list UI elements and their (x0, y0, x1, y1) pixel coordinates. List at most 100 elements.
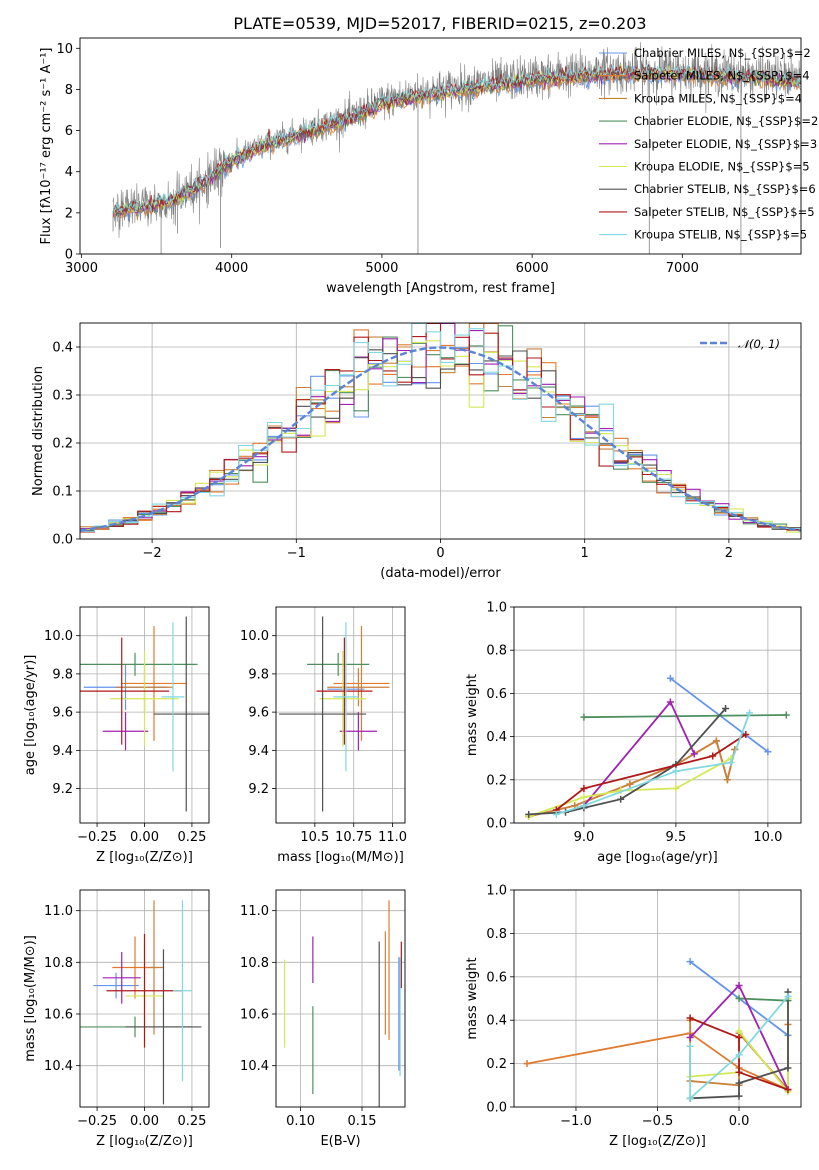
y-tick-label: 9.4 (52, 744, 73, 759)
mass-weight-marker (525, 810, 533, 818)
spectrum-frame (79, 37, 802, 255)
y-tick-label: 11.0 (44, 904, 73, 919)
x-tick-label: 1 (581, 546, 589, 561)
mass-weight-marker (735, 1027, 743, 1035)
mass-weight-marker (782, 711, 790, 719)
y-tick-label: 10 (56, 42, 73, 57)
y-tick-label: 8 (65, 83, 73, 98)
y-tick-label: 10.6 (44, 1008, 73, 1023)
mass-weight-marker (764, 748, 772, 756)
y-tick-label: 0.0 (52, 533, 73, 548)
mass-weight-marker (690, 750, 698, 758)
x-axis-label: Z [log₁₀(Z/Z⊙)] (96, 1134, 193, 1149)
y-axis-label: mass weight (465, 957, 480, 1039)
weight-vs-Z-plot-area (523, 958, 792, 1102)
age-vs-Z-frame (79, 606, 210, 824)
mass-weight-marker (784, 1064, 792, 1072)
x-axis-label: Z [log₁₀(Z/Z⊙)] (609, 1134, 706, 1149)
y-tick-label: 0.1 (52, 485, 73, 500)
legend-entry: Salpeter STELIB, N$_{SSP}$=5 (634, 205, 815, 219)
x-tick-label: −0.5 (642, 1114, 674, 1129)
x-tick-label: 2 (725, 546, 733, 561)
mass-weight-marker (686, 958, 694, 966)
model-spectrum-line (113, 64, 801, 213)
mass-weight-line (583, 714, 787, 719)
age-vs-mass-frame (275, 606, 406, 824)
weight-vs-Z-frame (513, 889, 802, 1108)
mass-weight-marker (686, 1014, 694, 1022)
mass-weight-marker (686, 1094, 694, 1102)
y-axis-label: Normed distribution (31, 366, 46, 496)
mass-weight-marker (672, 767, 680, 775)
x-tick-label: 4000 (215, 261, 248, 276)
y-tick-label: 0.8 (486, 644, 507, 659)
x-axis-label: age [log₁₀(age/yr)] (597, 850, 718, 865)
mass-weight-marker (723, 776, 731, 784)
y-tick-label: 10.0 (240, 629, 269, 644)
y-tick-label: 4 (65, 165, 73, 180)
x-tick-label: 0.10 (286, 1114, 315, 1129)
mass-weight-marker (712, 737, 720, 745)
mass-weight-marker (523, 1060, 531, 1068)
y-tick-label: 0.8 (486, 927, 507, 942)
mass-weight-line (689, 995, 789, 1101)
x-tick-label: 0.25 (177, 830, 206, 845)
y-tick-label: 9.2 (248, 782, 269, 797)
legend-entry: 𝒩(0, 1) (738, 337, 780, 351)
y-tick-label: 10.6 (240, 1008, 269, 1023)
model-spectrum-line (113, 64, 801, 217)
x-tick-label: 9.0 (574, 830, 595, 845)
mass-weight-marker (552, 810, 560, 818)
residuals-frame (79, 322, 802, 540)
y-tick-label: 0.2 (486, 1057, 507, 1072)
y-axis-label: mass weight (465, 674, 480, 756)
x-tick-label: −1 (287, 546, 306, 561)
y-tick-label: 10.8 (240, 956, 269, 971)
mass-weight-marker (784, 1086, 792, 1094)
y-tick-label: 0.3 (52, 389, 73, 404)
y-tick-label: 10.4 (240, 1059, 269, 1074)
legend-entry: Chabrier ELODIE, N$_{SSP}$=2 (634, 114, 818, 128)
x-tick-label: 0.25 (177, 1114, 206, 1129)
x-tick-label: 0.0 (729, 1114, 750, 1129)
x-axis-label: Z [log₁₀(Z/Z⊙)] (96, 850, 193, 865)
spectrum-plot-area (112, 42, 801, 254)
mass-weight-marker (580, 713, 588, 721)
x-tick-label: 5000 (365, 261, 398, 276)
y-tick-label: 9.2 (52, 782, 73, 797)
x-tick-label: 6000 (516, 261, 549, 276)
y-tick-label: 10.8 (44, 956, 73, 971)
y-tick-label: 0.0 (486, 817, 507, 832)
legend-entry: Kroupa ELODIE, N$_{SSP}$=5 (634, 160, 810, 174)
legend-entry: Chabrier STELIB, N$_{SSP}$=6 (634, 182, 816, 196)
x-tick-label: −2 (143, 546, 162, 561)
mass-weight-marker (735, 1051, 743, 1059)
x-tick-label: 10.0 (753, 830, 782, 845)
y-tick-label: 11.0 (240, 904, 269, 919)
y-tick-label: 0.6 (486, 687, 507, 702)
y-tick-label: 0.6 (486, 970, 507, 985)
y-tick-label: 10.4 (44, 1059, 73, 1074)
age-vs-Z-plot-area (80, 616, 209, 812)
y-tick-label: 0.4 (486, 730, 507, 745)
y-tick-label: 10.0 (44, 629, 73, 644)
legend-entry: Chabrier MILES, N$_{SSP}$=2 (634, 46, 811, 60)
y-tick-label: 1.0 (486, 601, 507, 616)
x-tick-label: 7000 (666, 261, 699, 276)
legend-entry: Salpeter MILES, N$_{SSP}$=4 (634, 69, 810, 83)
y-tick-label: 1.0 (486, 884, 507, 899)
mass-weight-marker (580, 802, 588, 810)
x-tick-label: 9.5 (666, 830, 687, 845)
mass-weight-line (528, 707, 727, 816)
residuals-plot-area (80, 323, 801, 533)
x-tick-label: −1.0 (560, 1114, 592, 1129)
x-tick-label: 0 (436, 546, 444, 561)
mass-vs-Z-frame (79, 889, 210, 1108)
mass-weight-line (556, 712, 751, 816)
x-tick-label: −0.25 (77, 1114, 117, 1129)
y-tick-label: 0 (65, 248, 73, 263)
mass-weight-marker (735, 1034, 743, 1042)
x-tick-label: −0.25 (77, 830, 117, 845)
mass-weight-marker (672, 784, 680, 792)
y-tick-label: 9.8 (52, 667, 73, 682)
